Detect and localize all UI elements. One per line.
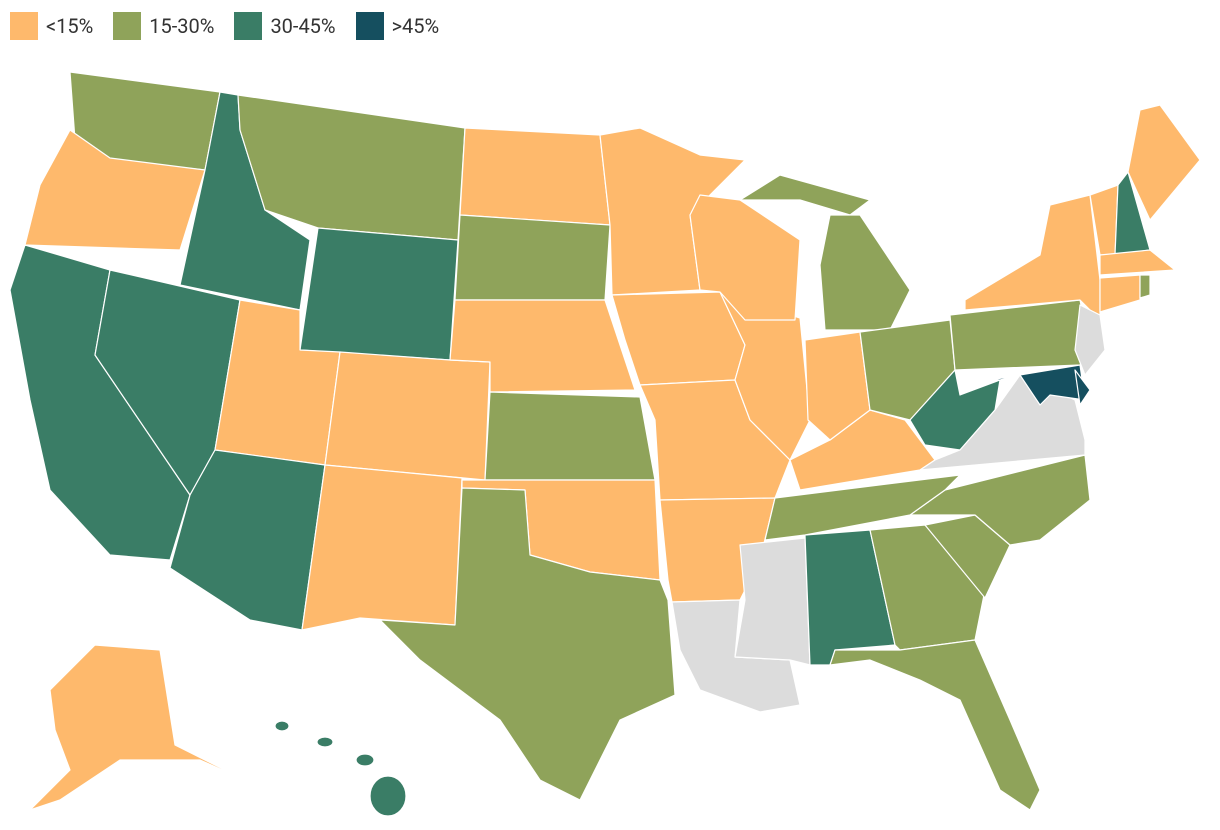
state	[1099, 274, 1141, 313]
state	[671, 599, 801, 713]
state	[274, 720, 290, 732]
state	[484, 391, 656, 481]
state	[764, 474, 961, 541]
state	[1139, 274, 1151, 299]
state	[611, 291, 746, 386]
state	[689, 194, 801, 321]
legend-item: 30-45%	[234, 12, 336, 40]
state	[355, 753, 375, 767]
state	[29, 644, 246, 811]
state	[719, 291, 811, 461]
state	[829, 639, 1041, 811]
state	[324, 351, 491, 481]
legend: <15% 15-30% 30-45% >45%	[10, 12, 439, 40]
state	[316, 736, 334, 748]
legend-label: >45%	[391, 14, 440, 38]
state	[454, 214, 611, 301]
state	[739, 174, 871, 216]
state	[909, 454, 1091, 546]
state	[299, 227, 459, 361]
legend-swatch	[234, 12, 263, 40]
state	[949, 299, 1091, 371]
state	[379, 487, 676, 801]
legend-swatch	[10, 12, 38, 40]
legend-item: <15%	[10, 12, 93, 40]
state	[1099, 249, 1176, 276]
state	[1127, 104, 1201, 221]
legend-label: <15%	[46, 14, 94, 38]
legend-item: 15-30%	[113, 12, 214, 40]
state	[369, 775, 407, 817]
legend-label: 15-30%	[149, 14, 215, 38]
state	[804, 331, 871, 441]
state	[734, 537, 811, 666]
state	[24, 129, 206, 251]
state	[301, 464, 463, 631]
state	[459, 127, 611, 226]
state	[1074, 369, 1091, 406]
state	[819, 214, 911, 331]
state	[1074, 304, 1106, 376]
states	[9, 71, 1201, 817]
legend-swatch	[355, 12, 384, 40]
state	[989, 364, 1086, 406]
legend-item: >45%	[355, 12, 440, 40]
legend-label: 30-45%	[270, 14, 336, 38]
legend-swatch	[113, 12, 142, 40]
